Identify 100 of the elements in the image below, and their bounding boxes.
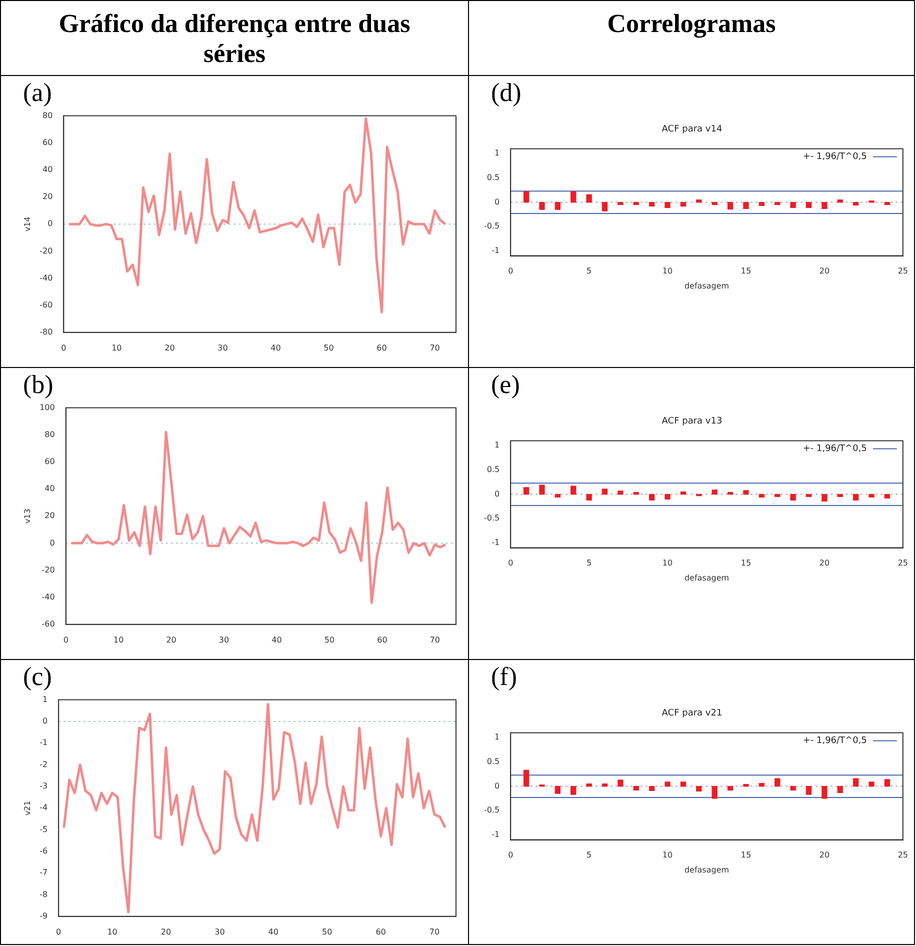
x-tick-label: 10 (662, 850, 673, 860)
y-tick-label: 0.5 (486, 757, 500, 766)
x-tick-label: 50 (324, 635, 335, 644)
text: (a) (23, 78, 52, 108)
text: Correlogramas (607, 9, 776, 38)
x-tick-label: 5 (586, 266, 592, 276)
x-tick-label: 70 (429, 927, 440, 936)
y-tick-label: -80 (40, 327, 53, 336)
y-tick-label: 1 (494, 440, 500, 450)
x-tick-label: 0 (61, 343, 66, 352)
x-tick-label: 25 (898, 558, 908, 568)
text: (e) (491, 370, 520, 400)
y-tick-label: -3 (40, 782, 48, 791)
x-tick-label: 10 (107, 927, 118, 936)
y-tick-label: -60 (42, 619, 55, 628)
x-tick-label: 10 (113, 635, 124, 644)
y-tick-label: 1 (494, 732, 500, 742)
x-axis-title: defasagem (684, 865, 730, 874)
y-tick-label: 0.5 (486, 465, 500, 474)
y-tick-label: -0.5 (484, 806, 500, 815)
x-tick-label: 15 (740, 266, 752, 276)
y-axis-title: v21 (22, 800, 32, 816)
x-tick-label: 60 (376, 343, 387, 352)
x-tick-label: 40 (270, 343, 281, 352)
text: (f) (491, 662, 517, 692)
y-tick-label: 80 (42, 110, 53, 120)
x-tick-label: 15 (740, 850, 752, 860)
chart-title: ACF para v21 (662, 708, 722, 719)
y-axis-title: v14 (22, 216, 32, 232)
x-tick-label: 0 (508, 850, 514, 860)
y-tick-label: -9 (40, 911, 48, 920)
x-tick-label: 15 (740, 558, 752, 568)
x-tick-label: 20 (166, 635, 176, 644)
legend-label: +- 1,96/T^0,5 (802, 736, 867, 746)
y-tick-label: 0.5 (486, 173, 500, 182)
y-tick-label: 60 (44, 457, 55, 466)
x-tick-label: 50 (322, 927, 332, 936)
x-tick-label: 5 (586, 558, 592, 568)
x-tick-label: 20 (819, 266, 830, 276)
y-tick-label: 0 (494, 489, 500, 498)
y-tick-label: 0 (494, 781, 500, 790)
y-tick-label: 1 (42, 694, 48, 704)
y-tick-label: -40 (42, 592, 55, 602)
y-tick-label: -40 (40, 273, 53, 282)
x-tick-label: 0 (508, 266, 514, 276)
y-tick-label: -5 (40, 824, 48, 834)
x-tick-label: 70 (430, 635, 440, 644)
x-tick-label: 50 (324, 343, 334, 352)
x-tick-label: 60 (377, 635, 388, 644)
text: (c) (23, 662, 52, 692)
x-tick-label: 20 (819, 850, 830, 860)
x-tick-label: 25 (898, 850, 908, 860)
x-tick-label: 30 (218, 343, 228, 352)
x-tick-label: 30 (214, 927, 225, 936)
x-tick-label: 60 (376, 927, 386, 936)
y-tick-label: 100 (40, 402, 55, 412)
y-tick-label: 60 (42, 138, 53, 147)
x-tick-label: 25 (898, 266, 908, 276)
x-tick-label: 10 (662, 266, 673, 276)
y-tick-label: -2 (40, 760, 48, 769)
y-tick-label: -1 (492, 538, 500, 548)
legend-label: +- 1,96/T^0,5 (802, 152, 867, 162)
y-tick-label: -4 (40, 803, 48, 812)
chart-title: ACF para v13 (662, 416, 722, 427)
y-axis-title: v13 (22, 508, 32, 524)
text: (d) (491, 78, 522, 108)
chart-title: ACF para v14 (662, 124, 722, 135)
y-tick-label: 0 (48, 219, 53, 228)
x-tick-label: 10 (112, 343, 122, 352)
x-tick-label: 20 (819, 558, 830, 568)
y-tick-label: -60 (40, 300, 53, 310)
y-tick-label: -20 (40, 246, 53, 256)
y-tick-label: 0 (494, 197, 500, 206)
x-axis-title: defasagem (684, 281, 730, 290)
x-tick-label: 70 (430, 343, 440, 352)
x-tick-label: 10 (662, 558, 673, 568)
y-tick-label: 1 (494, 148, 500, 158)
y-tick-label: -1 (492, 830, 500, 840)
y-tick-label: -7 (40, 868, 48, 878)
x-tick-label: 20 (164, 343, 175, 352)
y-tick-label: 80 (44, 430, 55, 439)
x-tick-label: 30 (218, 635, 230, 644)
y-tick-label: 40 (44, 484, 55, 494)
y-tick-label: -20 (42, 565, 55, 574)
y-tick-label: -6 (40, 846, 48, 856)
text: (b) (23, 370, 54, 400)
y-tick-label: 20 (44, 511, 55, 520)
x-tick-label: 40 (272, 635, 282, 644)
x-tick-label: 20 (160, 927, 172, 936)
x-axis-title: defasagem (684, 573, 730, 582)
legend-label: +- 1,96/T^0,5 (802, 444, 867, 454)
y-tick-label: 40 (42, 165, 53, 174)
y-tick-label: 20 (42, 192, 53, 202)
x-tick-label: 0 (508, 558, 514, 568)
y-tick-label: -8 (40, 890, 48, 899)
y-tick-label: -0.5 (484, 222, 500, 231)
y-tick-label: -1 (492, 246, 500, 256)
x-tick-label: 5 (586, 850, 592, 860)
y-tick-label: -0.5 (484, 514, 500, 523)
y-tick-label: 0 (50, 538, 55, 548)
